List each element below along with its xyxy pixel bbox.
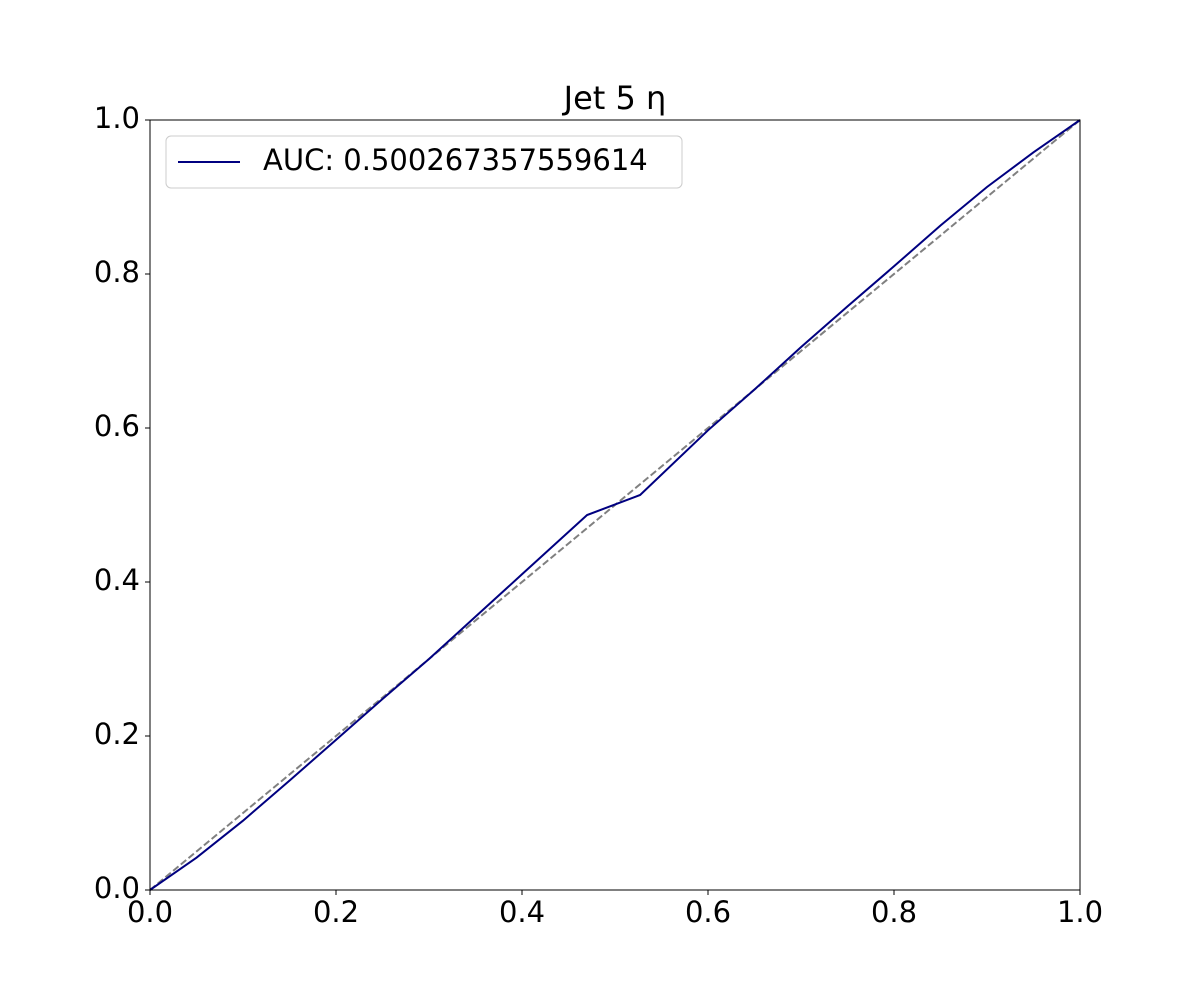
x-tick-label: 0.6 — [685, 895, 731, 929]
x-tick-label: 0.2 — [313, 895, 359, 929]
x-tick-label: 0.0 — [127, 895, 173, 929]
legend-box — [165, 135, 683, 189]
x-tick-label: 1.0 — [1057, 895, 1103, 929]
x-tick-label: 0.8 — [871, 895, 917, 929]
y-tick-label: 0.2 — [94, 717, 140, 751]
y-tick-label: 0.8 — [94, 255, 140, 289]
roc-line — [149, 119, 1081, 891]
y-tick-label: 0.4 — [94, 563, 140, 597]
x-tick-label: 0.4 — [499, 895, 545, 929]
y-tick-label: 1.0 — [94, 101, 140, 135]
plot-frame — [149, 119, 1081, 891]
y-tick-label: 0.6 — [94, 409, 140, 443]
legend-label: AUC: 0.500267357559614 — [263, 143, 648, 177]
y-tick-label: 0.0 — [94, 871, 140, 905]
chart-title: Jet 5 η — [562, 79, 667, 117]
